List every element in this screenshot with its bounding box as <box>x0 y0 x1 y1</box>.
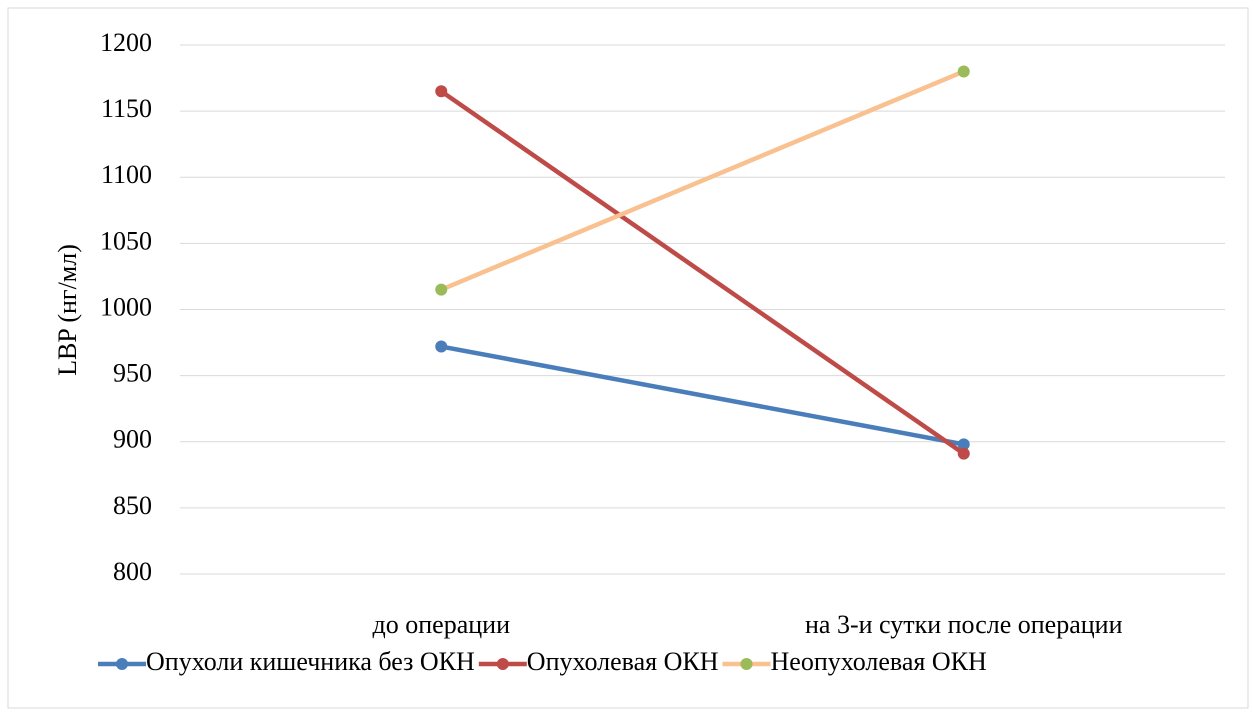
legend-marker <box>116 658 128 670</box>
x-tick-label: до операции <box>373 610 511 639</box>
y-tick-label: 900 <box>113 425 152 454</box>
series-line <box>439 89 966 456</box>
series-line <box>440 69 965 292</box>
legend-marker <box>740 658 753 670</box>
y-tick-label: 1150 <box>101 94 152 123</box>
legend-label: Опухолевая ОКН <box>527 647 719 676</box>
y-axis-label: LBP (нг/мл) <box>53 244 82 376</box>
data-point <box>957 65 970 78</box>
legend-label: Неопухолевая ОКН <box>771 647 987 676</box>
x-tick-label: на 3-и сутки после операции <box>805 610 1123 639</box>
y-tick-label: 850 <box>113 491 152 520</box>
data-point <box>435 340 448 353</box>
y-tick-label: 1200 <box>100 28 152 57</box>
data-point <box>957 447 970 460</box>
y-tick-label: 800 <box>113 557 152 586</box>
data-point <box>957 438 970 451</box>
legend-label: Опухоли кишечника без ОКН <box>146 647 475 676</box>
legend-marker <box>496 658 509 670</box>
y-tick-label: 950 <box>113 359 152 388</box>
series-line <box>440 344 965 447</box>
data-point <box>435 85 448 98</box>
y-tick-label: 1100 <box>101 160 152 189</box>
y-tick-label: 1000 <box>100 292 152 321</box>
data-point <box>435 283 448 296</box>
chart-frame <box>7 7 1249 709</box>
y-tick-label: 1050 <box>100 226 152 255</box>
